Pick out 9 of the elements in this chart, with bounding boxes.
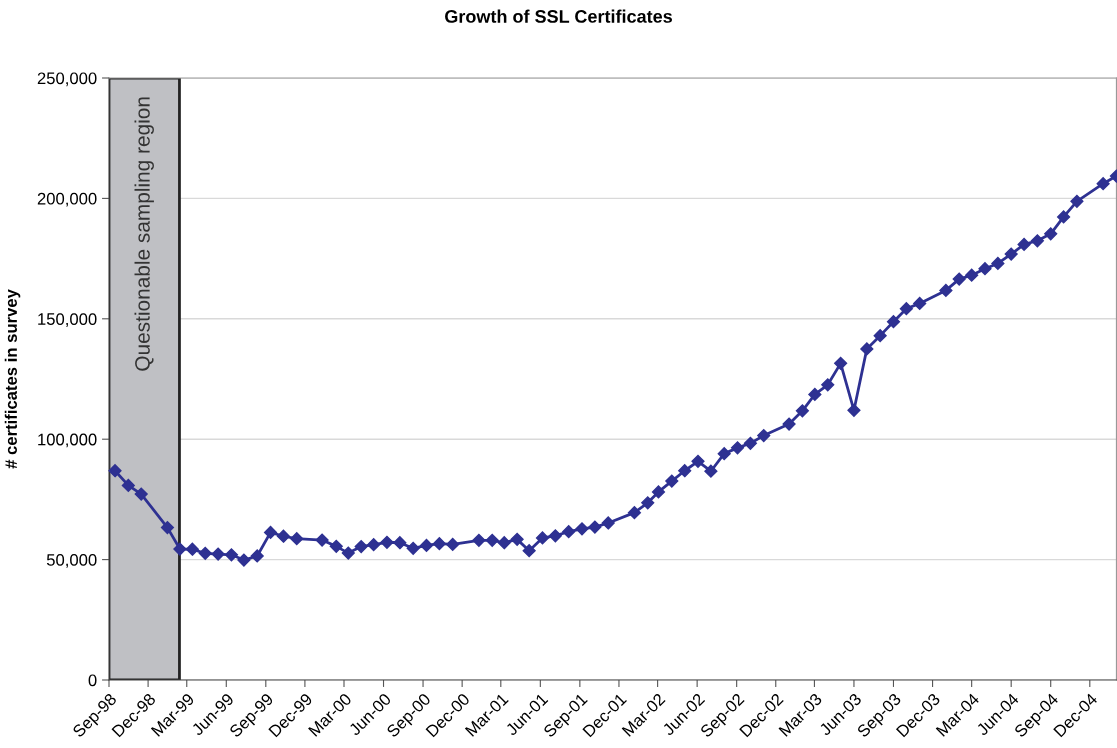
y-tick-label: 50,000	[46, 554, 97, 568]
y-tick-label: 150,000	[38, 313, 97, 327]
band-label: Questionable sampling region	[134, 97, 154, 371]
chart-title: Growth of SSL Certificates	[445, 9, 672, 23]
y-axis-title: # certificates in survey	[4, 289, 21, 469]
y-tick-label: 200,000	[37, 192, 97, 207]
y-tick-label: 250,000	[37, 72, 97, 87]
y-tick-label: 100,000	[38, 433, 97, 448]
y-tick-label: 0	[88, 674, 97, 687]
